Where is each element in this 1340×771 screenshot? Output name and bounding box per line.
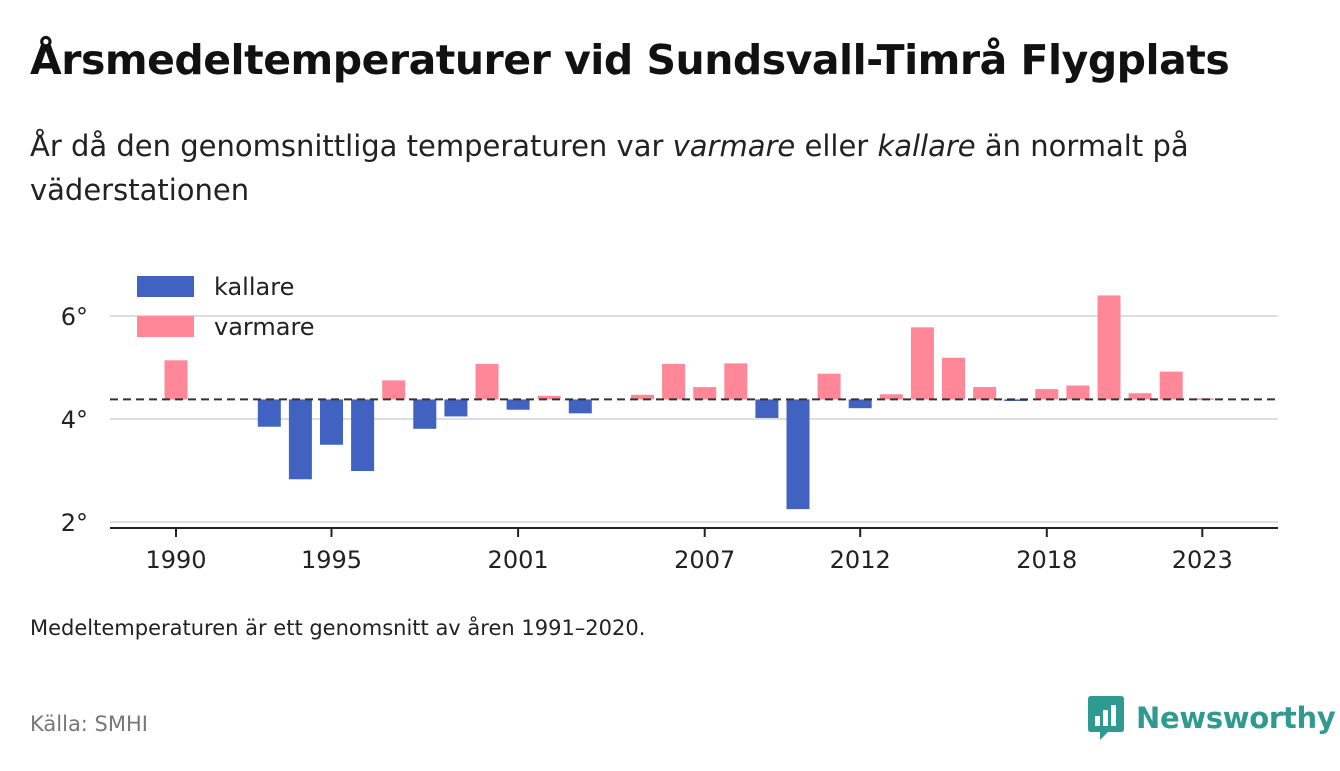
y-tick-label: 4° (61, 406, 88, 434)
bar-2012 (848, 399, 872, 409)
bar-2016 (973, 387, 997, 400)
chart-title: Årsmedeltemperaturer vid Sundsvall-Timrå… (30, 36, 1230, 84)
bars (164, 295, 1214, 510)
x-tick-label: 2018 (1016, 546, 1077, 574)
x-tick-label: 2007 (674, 546, 735, 574)
bar-2005 (631, 394, 654, 400)
bar-2014 (910, 327, 934, 400)
bar-1999 (444, 399, 468, 417)
bar-2011 (817, 373, 841, 400)
bar-2020 (1097, 295, 1121, 400)
x-tick-label: 1990 (145, 546, 206, 574)
y-tick-label: 2° (61, 509, 88, 537)
legend-label-varmare: varmare (214, 313, 315, 341)
legend-swatch-varmare (137, 316, 194, 337)
bar-2009 (755, 399, 779, 418)
chart-note: Medeltemperaturen är ett genomsnitt av å… (30, 616, 646, 640)
bar-2010 (786, 399, 810, 510)
source-text: Källa: SMHI (30, 712, 148, 736)
subtitle-cold-word: kallare (877, 129, 976, 163)
bar-2000 (475, 363, 499, 400)
y-tick-label: 6° (61, 303, 88, 331)
bar-2008 (724, 363, 748, 400)
x-tick-label: 1995 (301, 546, 362, 574)
bar-2015 (942, 357, 965, 400)
bar-2007 (693, 387, 717, 400)
bar-1996 (351, 399, 375, 472)
subtitle-warm-word: varmare (672, 129, 796, 163)
x-tick-label: 2023 (1172, 546, 1233, 574)
bar-1990 (164, 360, 188, 400)
bar-2003 (568, 399, 592, 414)
axes: 1990 1995 2001 2007 2012 2018 2023 (110, 398, 1278, 574)
subtitle-text-1: År då den genomsnittliga temperaturen va… (30, 129, 673, 163)
x-tick-label: 2012 (830, 546, 891, 574)
bar-2018 (1035, 389, 1059, 400)
bar-2021 (1128, 393, 1152, 400)
bar-chart: 2° 4° 6° 1990 1995 2001 2007 2012 2018 2023 kall… (61, 273, 1278, 574)
subtitle-text-3: än normalt på väderstationen (30, 129, 1189, 207)
legend-label-kallare: kallare (214, 273, 294, 301)
bar-2022 (1159, 371, 1183, 400)
bar-1997 (382, 380, 406, 400)
bar-2019 (1066, 385, 1090, 400)
bar-2017 (1004, 399, 1028, 401)
legend-swatch-kallare (137, 276, 194, 297)
bar-2002 (537, 395, 561, 400)
brand-name: Newsworthy (1136, 701, 1336, 735)
newsworthy-logo-icon (1088, 696, 1124, 740)
bar-2001 (506, 399, 530, 410)
bar-1995 (320, 399, 343, 445)
bar-1994 (288, 399, 312, 480)
subtitle-text-2: eller (795, 129, 878, 163)
legend: kallare varmare (137, 273, 315, 341)
bar-2006 (662, 363, 686, 400)
bar-2013 (879, 394, 903, 400)
newsworthy-brand: Newsworthy (1088, 696, 1336, 740)
chart-subtitle: År då den genomsnittliga temperaturen va… (30, 124, 1290, 212)
x-tick-label: 2001 (488, 546, 549, 574)
bar-1998 (413, 399, 437, 429)
bar-1993 (257, 399, 281, 427)
